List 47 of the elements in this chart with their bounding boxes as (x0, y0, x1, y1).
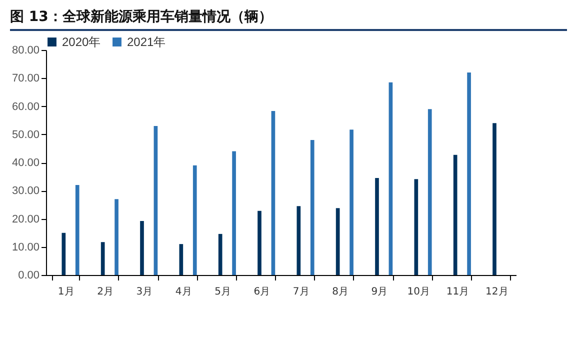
bar (453, 154, 458, 275)
bar (154, 126, 158, 275)
bar (428, 109, 432, 275)
x-tick-label: 3月 (136, 286, 153, 298)
bar (218, 234, 222, 275)
x-tick-label: 9月 (371, 286, 388, 298)
bar (310, 140, 314, 275)
bar (232, 151, 236, 275)
x-tick-label: 10月 (407, 286, 430, 298)
bar (375, 178, 379, 275)
bar (75, 185, 80, 275)
bar (336, 208, 340, 275)
y-tick-label: 80.00 (12, 44, 40, 56)
y-tick-label: 70.00 (12, 72, 40, 85)
bar (62, 232, 66, 275)
y-tick-label: 20.00 (12, 213, 40, 226)
x-tick-label: 4月 (175, 286, 192, 298)
bar (296, 206, 301, 275)
bar (388, 82, 393, 275)
x-tick-label: 7月 (292, 286, 310, 298)
y-tick-label: 0.00 (18, 270, 40, 282)
x-tick-label: 12月 (486, 286, 508, 298)
bar (271, 111, 276, 275)
chart-title: 图 13：全球新能源乘用车销量情况（辆） (10, 8, 567, 31)
bar (258, 210, 262, 275)
y-tick-label: 10.00 (12, 241, 40, 254)
x-tick-label: 1月 (58, 286, 74, 298)
bar (414, 179, 418, 275)
x-tick-label: 6月 (254, 286, 270, 298)
x-tick-label: 8月 (332, 286, 348, 298)
bar (114, 199, 118, 275)
x-tick-label: 11月 (446, 286, 470, 298)
bar (192, 165, 197, 275)
bar (350, 130, 354, 275)
bar (140, 221, 144, 275)
y-tick-label: 30.00 (12, 185, 40, 198)
bar (492, 123, 496, 275)
y-tick-label: 40.00 (12, 157, 40, 169)
legend-label: 2020年 (62, 35, 101, 49)
bar (179, 244, 184, 275)
x-tick-label: 2月 (97, 286, 114, 298)
y-tick-label: 50.00 (12, 128, 40, 141)
bar (467, 72, 471, 275)
legend-label: 2021年 (127, 35, 166, 49)
bar (100, 242, 105, 275)
x-tick-label: 5月 (214, 286, 231, 298)
y-tick-label: 60.00 (12, 100, 40, 113)
